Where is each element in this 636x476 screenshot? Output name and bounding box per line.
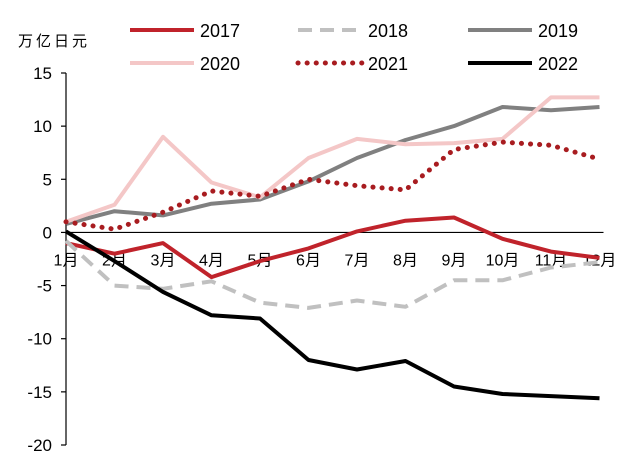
x-tick-label: 9月	[442, 252, 467, 269]
x-tick-label: 3月	[151, 252, 176, 269]
legend-label-2019: 2019	[538, 21, 578, 41]
legend-label-2017: 2017	[200, 21, 240, 41]
x-tick-label: 4月	[199, 252, 224, 269]
y-axis-unit-label: 万亿日元	[18, 33, 90, 50]
x-tick-label: 10月	[486, 252, 520, 269]
series-lines	[63, 95, 602, 401]
y-tick-label: -15	[27, 383, 52, 402]
legend-label-2020: 2020	[200, 54, 240, 74]
y-tick-label: 15	[33, 64, 52, 83]
legend-label-2021: 2021	[368, 54, 408, 74]
series-line-2020	[65, 95, 600, 224]
legend-label-2018: 2018	[368, 21, 408, 41]
x-tick-label: 1月	[54, 252, 79, 269]
x-tick-label: 8月	[393, 252, 418, 269]
x-tick-label: 6月	[296, 252, 321, 269]
series-line-2018	[64, 239, 600, 310]
y-tick-label: -5	[37, 277, 52, 296]
series-line-2022	[64, 229, 600, 401]
legend-label-2022: 2022	[538, 54, 578, 74]
y-tick-label: 10	[33, 117, 52, 136]
x-tick-label: 11月	[535, 252, 568, 269]
series-line-2021	[63, 139, 602, 232]
series-line-2017	[65, 215, 600, 280]
y-tick-label: -10	[27, 330, 52, 349]
y-tick-label: 5	[43, 170, 52, 189]
x-tick-label: 7月	[345, 252, 370, 269]
y-tick-label: -20	[27, 436, 52, 455]
legend: 2017 2018 2019 2020 2021 2022	[130, 21, 578, 74]
y-tick-label: 0	[43, 223, 52, 242]
